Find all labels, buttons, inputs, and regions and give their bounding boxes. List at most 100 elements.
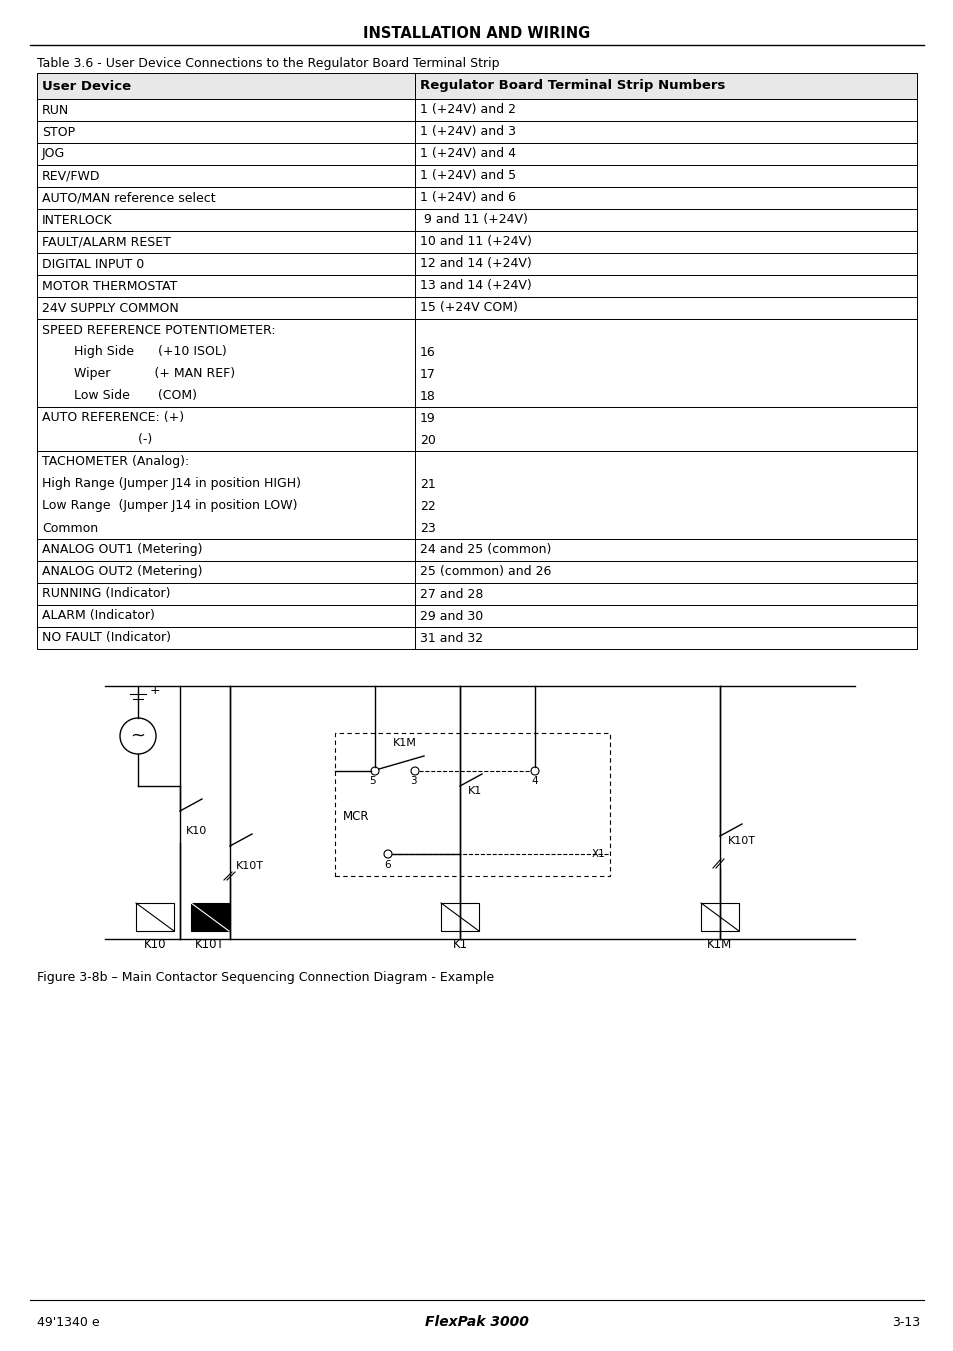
Bar xyxy=(37,143,415,165)
Bar xyxy=(37,319,415,407)
Bar xyxy=(415,73,916,99)
Text: 27 and 28: 27 and 28 xyxy=(419,588,483,600)
Text: 1 (+24V) and 6: 1 (+24V) and 6 xyxy=(419,192,516,204)
Text: +: + xyxy=(150,684,160,697)
Bar xyxy=(415,451,916,539)
Text: K10T: K10T xyxy=(727,836,755,846)
Text: Regulator Board Terminal Strip Numbers: Regulator Board Terminal Strip Numbers xyxy=(419,80,724,92)
Text: K1: K1 xyxy=(452,939,467,951)
Text: K1M: K1M xyxy=(393,738,416,748)
Text: Table 3.6 - User Device Connections to the Regulator Board Terminal Strip: Table 3.6 - User Device Connections to t… xyxy=(37,57,499,69)
Text: High Side      (+10 ISOL): High Side (+10 ISOL) xyxy=(42,346,227,358)
Text: 31 and 32: 31 and 32 xyxy=(419,631,482,644)
Text: 21: 21 xyxy=(419,477,436,490)
Bar xyxy=(415,186,916,209)
Bar xyxy=(37,165,415,186)
Text: JOG: JOG xyxy=(42,147,65,161)
Text: TACHOMETER (Analog):: TACHOMETER (Analog): xyxy=(42,455,189,469)
Bar xyxy=(415,584,916,605)
Text: MOTOR THERMOSTAT: MOTOR THERMOSTAT xyxy=(42,280,177,293)
Bar xyxy=(37,539,415,561)
Text: INSTALLATION AND WIRING: INSTALLATION AND WIRING xyxy=(363,26,590,41)
Text: 15 (+24V COM): 15 (+24V COM) xyxy=(419,301,517,315)
Bar xyxy=(415,276,916,297)
Text: MCR: MCR xyxy=(343,809,369,823)
Text: 25 (common) and 26: 25 (common) and 26 xyxy=(419,566,551,578)
Text: Low Side       (COM): Low Side (COM) xyxy=(42,389,196,403)
Bar xyxy=(700,902,739,931)
Text: K1M: K1M xyxy=(706,939,732,951)
Text: 49'1340 e: 49'1340 e xyxy=(37,1316,99,1328)
Text: 16: 16 xyxy=(419,346,436,358)
Bar xyxy=(37,122,415,143)
Text: Wiper           (+ MAN REF): Wiper (+ MAN REF) xyxy=(42,367,234,381)
Bar xyxy=(415,122,916,143)
Text: Common: Common xyxy=(42,521,98,535)
Text: 12 and 14 (+24V): 12 and 14 (+24V) xyxy=(419,258,531,270)
Text: 17: 17 xyxy=(419,367,436,381)
Text: RUNNING (Indicator): RUNNING (Indicator) xyxy=(42,588,171,600)
Bar xyxy=(415,209,916,231)
Bar xyxy=(37,407,415,451)
Text: K10T: K10T xyxy=(195,939,225,951)
Bar xyxy=(37,297,415,319)
Text: AUTO REFERENCE: (+): AUTO REFERENCE: (+) xyxy=(42,412,184,424)
Text: REV/FWD: REV/FWD xyxy=(42,169,100,182)
Text: High Range (Jumper J14 in position HIGH): High Range (Jumper J14 in position HIGH) xyxy=(42,477,301,490)
Text: 9 and 11 (+24V): 9 and 11 (+24V) xyxy=(419,213,527,227)
Text: 3-13: 3-13 xyxy=(891,1316,919,1328)
Bar xyxy=(415,231,916,253)
Bar xyxy=(415,561,916,584)
Text: 19: 19 xyxy=(419,412,436,424)
Text: 3: 3 xyxy=(409,775,416,786)
Text: 13 and 14 (+24V): 13 and 14 (+24V) xyxy=(419,280,531,293)
Text: FAULT/ALARM RESET: FAULT/ALARM RESET xyxy=(42,235,171,249)
Text: K10T: K10T xyxy=(235,861,264,871)
Bar xyxy=(415,407,916,451)
Bar xyxy=(37,73,415,99)
Text: Low Range  (Jumper J14 in position LOW): Low Range (Jumper J14 in position LOW) xyxy=(42,500,297,512)
Text: SPEED REFERENCE POTENTIOMETER:: SPEED REFERENCE POTENTIOMETER: xyxy=(42,323,275,336)
Bar xyxy=(335,734,609,875)
Text: STOP: STOP xyxy=(42,126,75,139)
Bar xyxy=(136,902,173,931)
Bar xyxy=(415,99,916,122)
Bar xyxy=(37,561,415,584)
Bar xyxy=(440,902,478,931)
Text: ALARM (Indicator): ALARM (Indicator) xyxy=(42,609,154,623)
Text: Figure 3-8b – Main Contactor Sequencing Connection Diagram - Example: Figure 3-8b – Main Contactor Sequencing … xyxy=(37,970,494,984)
Text: 18: 18 xyxy=(419,389,436,403)
Text: 1 (+24V) and 5: 1 (+24V) and 5 xyxy=(419,169,516,182)
Text: ~: ~ xyxy=(131,727,146,744)
Bar xyxy=(37,231,415,253)
Bar xyxy=(37,209,415,231)
Text: ANALOG OUT2 (Metering): ANALOG OUT2 (Metering) xyxy=(42,566,202,578)
Text: 6: 6 xyxy=(384,861,391,870)
Bar xyxy=(37,253,415,276)
Bar xyxy=(415,297,916,319)
Text: NO FAULT (Indicator): NO FAULT (Indicator) xyxy=(42,631,171,644)
Bar xyxy=(415,165,916,186)
Text: INTERLOCK: INTERLOCK xyxy=(42,213,112,227)
Text: 24V SUPPLY COMMON: 24V SUPPLY COMMON xyxy=(42,301,178,315)
Text: User Device: User Device xyxy=(42,80,131,92)
Text: (-): (-) xyxy=(42,434,152,446)
Text: 10 and 11 (+24V): 10 and 11 (+24V) xyxy=(419,235,532,249)
Text: 5: 5 xyxy=(370,775,375,786)
Text: K10: K10 xyxy=(144,939,166,951)
Bar xyxy=(415,627,916,648)
Bar xyxy=(415,253,916,276)
Text: K10: K10 xyxy=(186,825,207,836)
Bar xyxy=(37,99,415,122)
Bar xyxy=(415,319,916,407)
Bar xyxy=(37,584,415,605)
Bar xyxy=(415,539,916,561)
Text: FlexPak 3000: FlexPak 3000 xyxy=(425,1315,528,1329)
Text: 22: 22 xyxy=(419,500,436,512)
Text: 23: 23 xyxy=(419,521,436,535)
Text: 29 and 30: 29 and 30 xyxy=(419,609,483,623)
Text: 1 (+24V) and 4: 1 (+24V) and 4 xyxy=(419,147,516,161)
Text: 4: 4 xyxy=(531,775,537,786)
Bar xyxy=(415,143,916,165)
Bar xyxy=(37,186,415,209)
